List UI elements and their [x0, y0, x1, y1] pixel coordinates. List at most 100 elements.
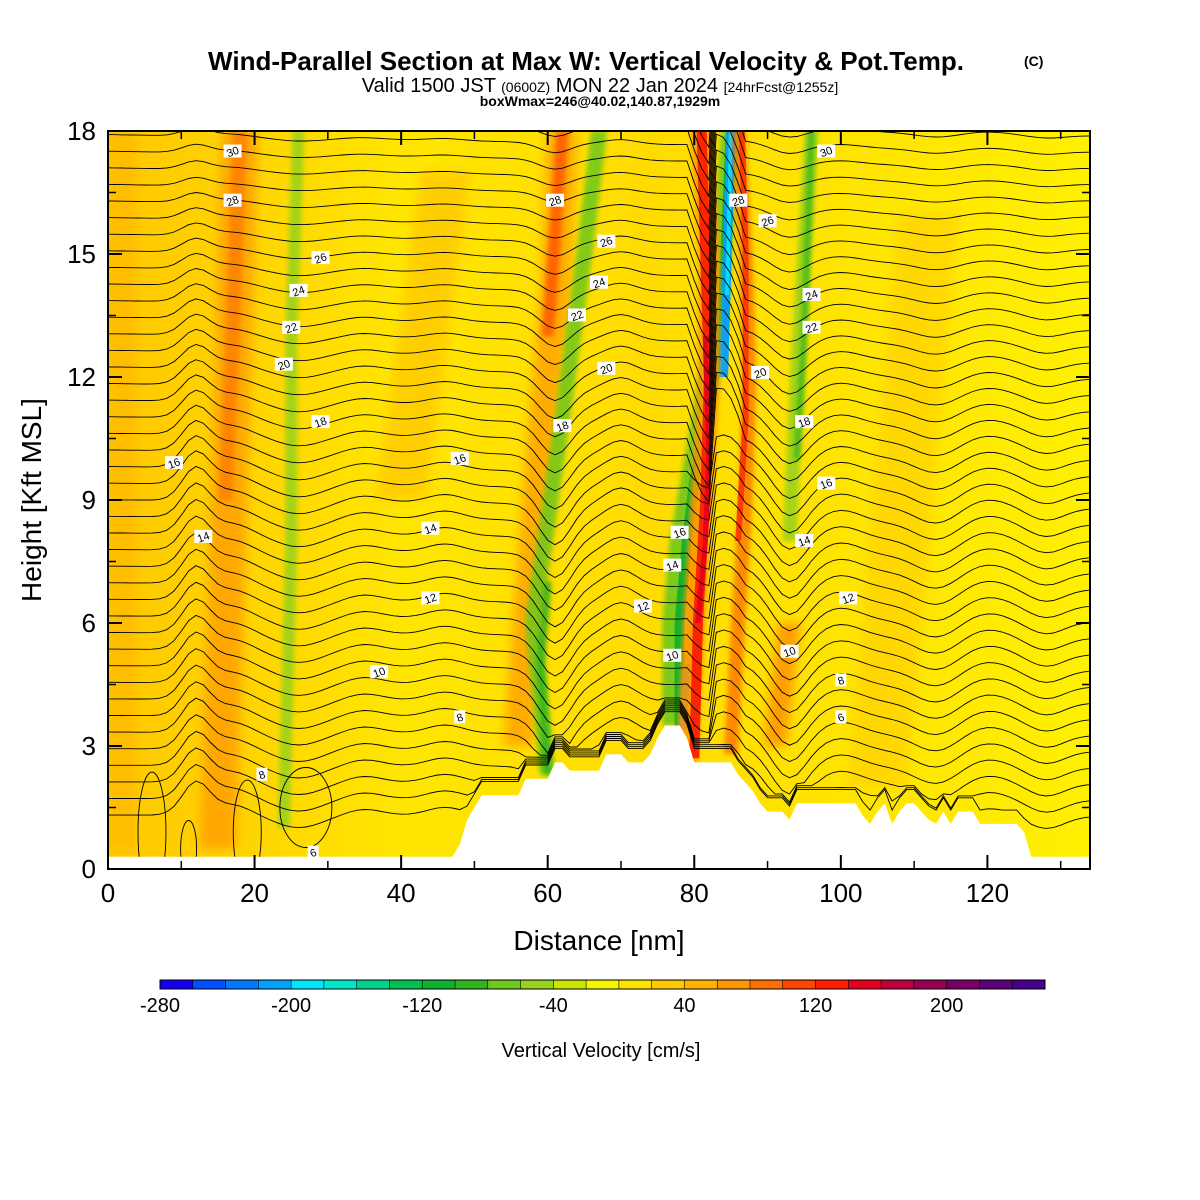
theta-contour-line: [108, 678, 1090, 755]
contour-label-bg: [780, 644, 799, 658]
theta-contour-line: [108, 133, 1090, 247]
contour-label-bg: [421, 591, 440, 605]
contour-label-16: 16: [819, 477, 835, 492]
contour-label-26: 26: [760, 214, 776, 229]
theta-contour-line: [108, 212, 1090, 328]
contour-label-26: 26: [599, 235, 615, 250]
contour-label-22: 22: [804, 321, 820, 336]
colorbar-swatch: [586, 980, 620, 989]
colorbar-swatch: [782, 980, 817, 989]
theta-contour-line: [108, 434, 1090, 510]
contour-label-bg: [311, 251, 330, 265]
contour-label-24: 24: [804, 288, 820, 303]
theta-contour-line: [535, 131, 1090, 182]
y-tick-label: 3: [82, 731, 96, 761]
colorbar-tick-label: -40: [539, 995, 568, 1017]
contour-label-bg: [751, 365, 770, 379]
orange-patch-110nm: [847, 213, 959, 787]
x-tick-label: 20: [240, 878, 269, 908]
updraft-band-left-edge: [108, 131, 137, 849]
theta-contour-line: [108, 482, 1090, 562]
contour-label-bg: [553, 419, 572, 433]
contour-label-20: 20: [276, 358, 292, 373]
y-axis-label: Height [Kft MSL]: [16, 398, 47, 602]
contour-label-bg: [370, 665, 389, 679]
contour-label-18: 18: [555, 419, 571, 434]
subtitle-valid: Valid 1500 JST: [362, 75, 496, 97]
theta-contour-line: [108, 580, 1090, 661]
colorbar-swatch: [520, 980, 554, 989]
colorbar-swatch: [225, 980, 259, 989]
contour-label-bg: [421, 521, 440, 535]
colorbar-tick-label: 40: [673, 995, 695, 1017]
colorbar-swatch: [913, 980, 948, 989]
theta-contour-line: [108, 244, 1090, 360]
colorbar-tick-label: -280: [140, 995, 180, 1017]
colorbar-swatch: [881, 980, 915, 989]
contour-label-bg: [633, 599, 652, 613]
contour-label-12: 12: [636, 600, 652, 615]
colorbar-swatch: [684, 980, 718, 989]
contour-label-14: 14: [423, 522, 439, 537]
colorbar-tick-label: 120: [799, 995, 832, 1017]
contour-label-16: 16: [672, 526, 688, 541]
y-tick-label: 18: [67, 116, 96, 146]
colorbar-swatch: [422, 980, 456, 989]
theta-contour-line: [108, 645, 1090, 726]
y-tick-label: 9: [82, 485, 96, 515]
contour-label-8: 8: [257, 769, 267, 782]
theta-contour-line: [108, 547, 1090, 628]
contour-label-20: 20: [599, 362, 615, 377]
colorbar-tick-label: -200: [271, 995, 311, 1017]
theta-contour-line: [108, 131, 1090, 215]
contour-label-30: 30: [225, 145, 241, 160]
contour-label-20: 20: [753, 366, 769, 381]
colorbar-swatch: [553, 980, 587, 989]
y-tick-label: 0: [82, 854, 96, 884]
updraft-main-core: [689, 131, 714, 759]
contour-label-12: 12: [423, 592, 439, 607]
contour-label-28: 28: [731, 194, 747, 209]
theta-contour-line: [108, 131, 1090, 231]
box-info: boxWmax=246@40.02,140.87,1929m: [480, 93, 721, 109]
y-tick-label: 6: [82, 608, 96, 638]
contour-labels: 6 6 8 8 8 10 10 10 12 12 12 14 14 14 14 16 16 16 16 18 18 18 2…: [164, 144, 858, 860]
x-axis-label: Distance [nm]: [513, 925, 684, 956]
contour-label-bg: [282, 320, 301, 334]
contour-label-bg: [597, 361, 616, 375]
contour-label-22: 22: [284, 321, 300, 336]
theta-contour-line: [108, 662, 1090, 738]
updraft-band-60nm-core: [541, 131, 569, 336]
contour-label-28: 28: [225, 194, 241, 209]
downdraft-band-60nm-core: [536, 582, 552, 775]
contour-label-24: 24: [592, 276, 608, 291]
colorbar-swatch: [356, 980, 390, 989]
contour-label-26: 26: [313, 251, 329, 266]
contour-label-bg: [663, 648, 682, 662]
theta-contour-line: [108, 703, 1090, 779]
colorbar-tick-label: 200: [930, 995, 963, 1017]
contour-label-bg: [835, 673, 847, 687]
theta-contour-line: [108, 711, 1090, 829]
theta-contour-line: [108, 340, 1090, 456]
contour-label-bg: [307, 845, 319, 859]
colorbar-swatch: [815, 980, 849, 989]
contour-label-bg: [289, 283, 308, 297]
contour-label-16: 16: [452, 452, 468, 467]
contour-label-10: 10: [665, 649, 681, 664]
chart-title: Wind-Parallel Section at Max W: Vertical…: [208, 46, 964, 76]
updraft-main-peak: [695, 336, 712, 623]
contour-label-bg: [454, 710, 466, 724]
colorbar-swatch: [455, 980, 489, 989]
x-tick-label: 80: [680, 878, 709, 908]
contour-label-bg: [835, 710, 847, 724]
theta-contour-line: [108, 165, 1090, 280]
colorbar-swatch: [258, 980, 292, 989]
contour-label-6: 6: [309, 847, 319, 860]
x-tick-label: 120: [966, 878, 1009, 908]
plot-area: 6 6 8 8 8 10 10 10 12 12 12 14 14 14 14 16 16 16 16 18 18 18 2…: [108, 131, 1090, 869]
contour-label-28: 28: [548, 194, 564, 209]
colorbar-swatch: [848, 980, 882, 989]
contour-label-bg: [164, 456, 183, 470]
